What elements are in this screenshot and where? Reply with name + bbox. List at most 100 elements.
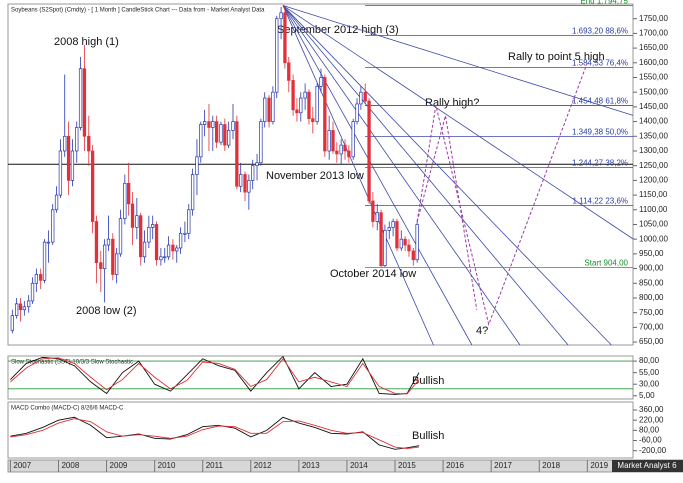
x-tick-label: 2007 bbox=[13, 461, 31, 470]
y-tick-label: 1400,00 bbox=[639, 117, 668, 126]
x-tick-label: 2009 bbox=[110, 461, 128, 470]
candle-body bbox=[15, 303, 19, 316]
candle-body bbox=[70, 150, 75, 181]
candle-body bbox=[159, 256, 163, 261]
candle-body bbox=[66, 135, 71, 181]
candle-body bbox=[415, 224, 419, 261]
candle-body bbox=[39, 274, 43, 281]
candle-body bbox=[34, 274, 39, 284]
candle-body bbox=[239, 174, 243, 187]
annotation: 4? bbox=[476, 325, 488, 337]
candle-body bbox=[359, 91, 363, 105]
candle-body bbox=[42, 241, 47, 281]
candle-body bbox=[135, 215, 139, 228]
projection bbox=[416, 62, 588, 327]
candle-body bbox=[22, 306, 26, 311]
candle-body bbox=[367, 100, 371, 202]
candle-body bbox=[379, 212, 383, 266]
y-tick-label: 1000,00 bbox=[639, 234, 668, 243]
candle-body bbox=[307, 91, 311, 119]
indicator-line bbox=[10, 418, 420, 449]
candle-body bbox=[211, 121, 215, 128]
candle-body bbox=[202, 121, 207, 125]
candle-body bbox=[311, 118, 315, 122]
candle-body bbox=[347, 150, 351, 158]
candle-body bbox=[78, 68, 83, 128]
y-tick-label: 1450,00 bbox=[639, 102, 668, 111]
candle-body bbox=[142, 241, 147, 258]
y-tick-label: 1600,00 bbox=[639, 58, 668, 67]
indicator-line bbox=[10, 355, 420, 395]
candle-body bbox=[123, 182, 127, 219]
annotation: 2008 low (2) bbox=[76, 305, 137, 317]
footer-band bbox=[612, 460, 683, 472]
y-tick-label: 1250,00 bbox=[639, 161, 668, 170]
y-tick-label: 1050,00 bbox=[639, 220, 668, 229]
candle-body bbox=[190, 174, 195, 211]
candle-body bbox=[30, 282, 35, 302]
candle-body bbox=[183, 232, 187, 235]
x-tick-label: 2015 bbox=[398, 461, 416, 470]
macd-annotation: Bullish bbox=[412, 430, 444, 442]
candle-body bbox=[411, 250, 415, 261]
y-tick-label: 1300,00 bbox=[639, 146, 668, 155]
candle-body bbox=[319, 77, 323, 87]
x-tick-label: 2008 bbox=[61, 461, 79, 470]
candle-body bbox=[130, 203, 135, 228]
trend-line bbox=[282, 5, 434, 346]
candle-body bbox=[251, 165, 255, 181]
x-axis-band bbox=[7, 459, 683, 473]
candle-body bbox=[58, 150, 63, 196]
candle-body bbox=[383, 230, 387, 266]
candle-body bbox=[279, 12, 283, 20]
candle-body bbox=[178, 232, 183, 249]
y-tick-label: 1750,00 bbox=[639, 14, 668, 23]
candle-body bbox=[127, 182, 131, 205]
y-tick-label: 1350,00 bbox=[639, 131, 668, 140]
candle-body bbox=[231, 121, 235, 131]
candle-body bbox=[175, 247, 179, 252]
candle-body bbox=[187, 209, 191, 234]
annotation: 2008 high (1) bbox=[54, 36, 119, 48]
y-tick-label: 30,00 bbox=[639, 379, 660, 388]
candle-body bbox=[215, 121, 219, 143]
y-tick-label: 1650,00 bbox=[639, 43, 668, 52]
y-tick-label: 1200,00 bbox=[639, 175, 668, 184]
y-tick-label: 750,00 bbox=[639, 308, 664, 317]
y-tick-label: 80,00 bbox=[639, 356, 660, 365]
candle-body bbox=[102, 244, 107, 269]
candle-body bbox=[27, 300, 31, 308]
candle-body bbox=[267, 97, 271, 122]
y-tick-label: 1150,00 bbox=[639, 190, 668, 199]
candle-body bbox=[343, 144, 347, 152]
y-tick-label: 1100,00 bbox=[639, 205, 668, 214]
candle-body bbox=[171, 244, 175, 252]
candle-body bbox=[219, 124, 223, 143]
x-tick-label: 2010 bbox=[158, 461, 176, 470]
annotation: Rally to point 5 high bbox=[508, 51, 605, 63]
candle-body bbox=[18, 303, 23, 311]
candle-body bbox=[303, 91, 307, 99]
fib-label: 1.584,53 76,4% bbox=[572, 58, 628, 67]
candle-body bbox=[111, 238, 115, 275]
trend-line bbox=[282, 5, 569, 346]
candle-body bbox=[147, 227, 151, 243]
x-tick-label: 2016 bbox=[446, 461, 464, 470]
candle-body bbox=[75, 127, 79, 152]
y-tick-label: 1700,00 bbox=[639, 29, 668, 38]
annotation: November 2013 low bbox=[266, 170, 364, 182]
candle-body bbox=[63, 135, 67, 152]
candle-body bbox=[271, 91, 275, 122]
candle-body bbox=[399, 238, 403, 249]
candle-body bbox=[363, 91, 367, 102]
trend-line bbox=[282, 5, 634, 240]
footer: Market Analyst 6 bbox=[617, 461, 677, 470]
fib-label: 1.244,27 38,2% bbox=[572, 158, 628, 167]
candle-body bbox=[299, 97, 303, 114]
candle-body bbox=[54, 194, 59, 211]
y-tick-label: 5,00 bbox=[639, 391, 655, 400]
projection bbox=[416, 115, 478, 310]
annotation: September 2012 high (3) bbox=[277, 24, 399, 36]
candle-body bbox=[295, 109, 299, 114]
